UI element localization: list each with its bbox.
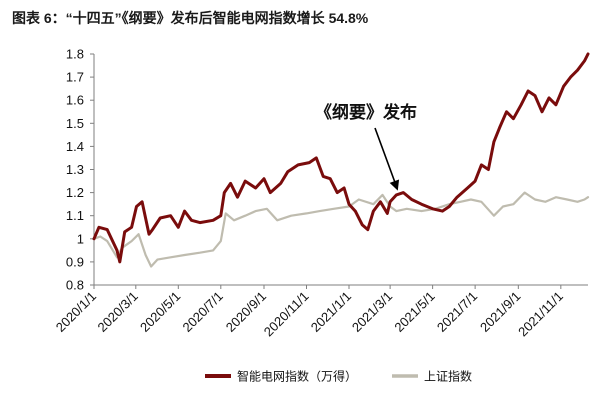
series-line-shanghai	[92, 191, 590, 268]
x-tick-label: 2021/5/1	[391, 289, 437, 335]
legend-label: 智能电网指数（万得）	[237, 369, 357, 384]
y-tick-label: 1.6	[66, 93, 84, 108]
series-line-smart-grid	[92, 52, 590, 264]
y-tick-label: 1.3	[66, 162, 84, 177]
series-layer	[92, 52, 590, 268]
annotation-label: 《纲要》发布	[315, 102, 417, 123]
y-tick-label: 0.8	[66, 278, 84, 293]
annotation-arrow-head	[389, 179, 400, 191]
annotation-arrow-line	[374, 127, 397, 185]
legend-item-shanghai: 上证指数	[392, 369, 472, 384]
legend-item-smart-grid: 智能电网指数（万得）	[205, 369, 357, 384]
x-tick-label: 2021/7/1	[434, 289, 480, 335]
chart-title: 图表 6：“十四五”《纲要》发布后智能电网指数增长 54.8%	[12, 10, 369, 26]
x-tick-label: 2021/1/1	[308, 289, 354, 335]
y-tick-label: 0.9	[66, 254, 84, 269]
x-tick-label: 2021/11/1	[515, 289, 566, 340]
x-tick-label: 2021/3/1	[349, 289, 395, 335]
x-tick-label: 2020/11/1	[261, 289, 312, 340]
annotation: 《纲要》发布	[315, 102, 417, 191]
x-axis: 2020/1/12020/3/12020/5/12020/7/12020/9/1…	[53, 284, 588, 340]
y-tick-label: 1.7	[66, 70, 84, 85]
y-tick-label: 1.5	[66, 116, 84, 131]
x-tick-label: 2020/1/1	[53, 289, 99, 335]
y-tick-label: 1	[77, 231, 84, 246]
y-tick-label: 1.1	[66, 208, 84, 223]
x-tick-label: 2020/3/1	[95, 289, 141, 335]
legend: 智能电网指数（万得） 上证指数	[205, 369, 472, 384]
x-tick-label: 2020/7/1	[180, 289, 226, 335]
y-tick-label: 1.8	[66, 47, 84, 62]
x-tick-label: 2020/5/1	[137, 289, 183, 335]
y-tick-label: 1.4	[66, 139, 84, 154]
y-axis: 0.8 0.9 1 1.1 1.2 1.3 1.4 1.5 1.6 1.7 1.8	[66, 47, 95, 293]
legend-label: 上证指数	[424, 369, 472, 384]
y-tick-label: 1.2	[66, 185, 84, 200]
